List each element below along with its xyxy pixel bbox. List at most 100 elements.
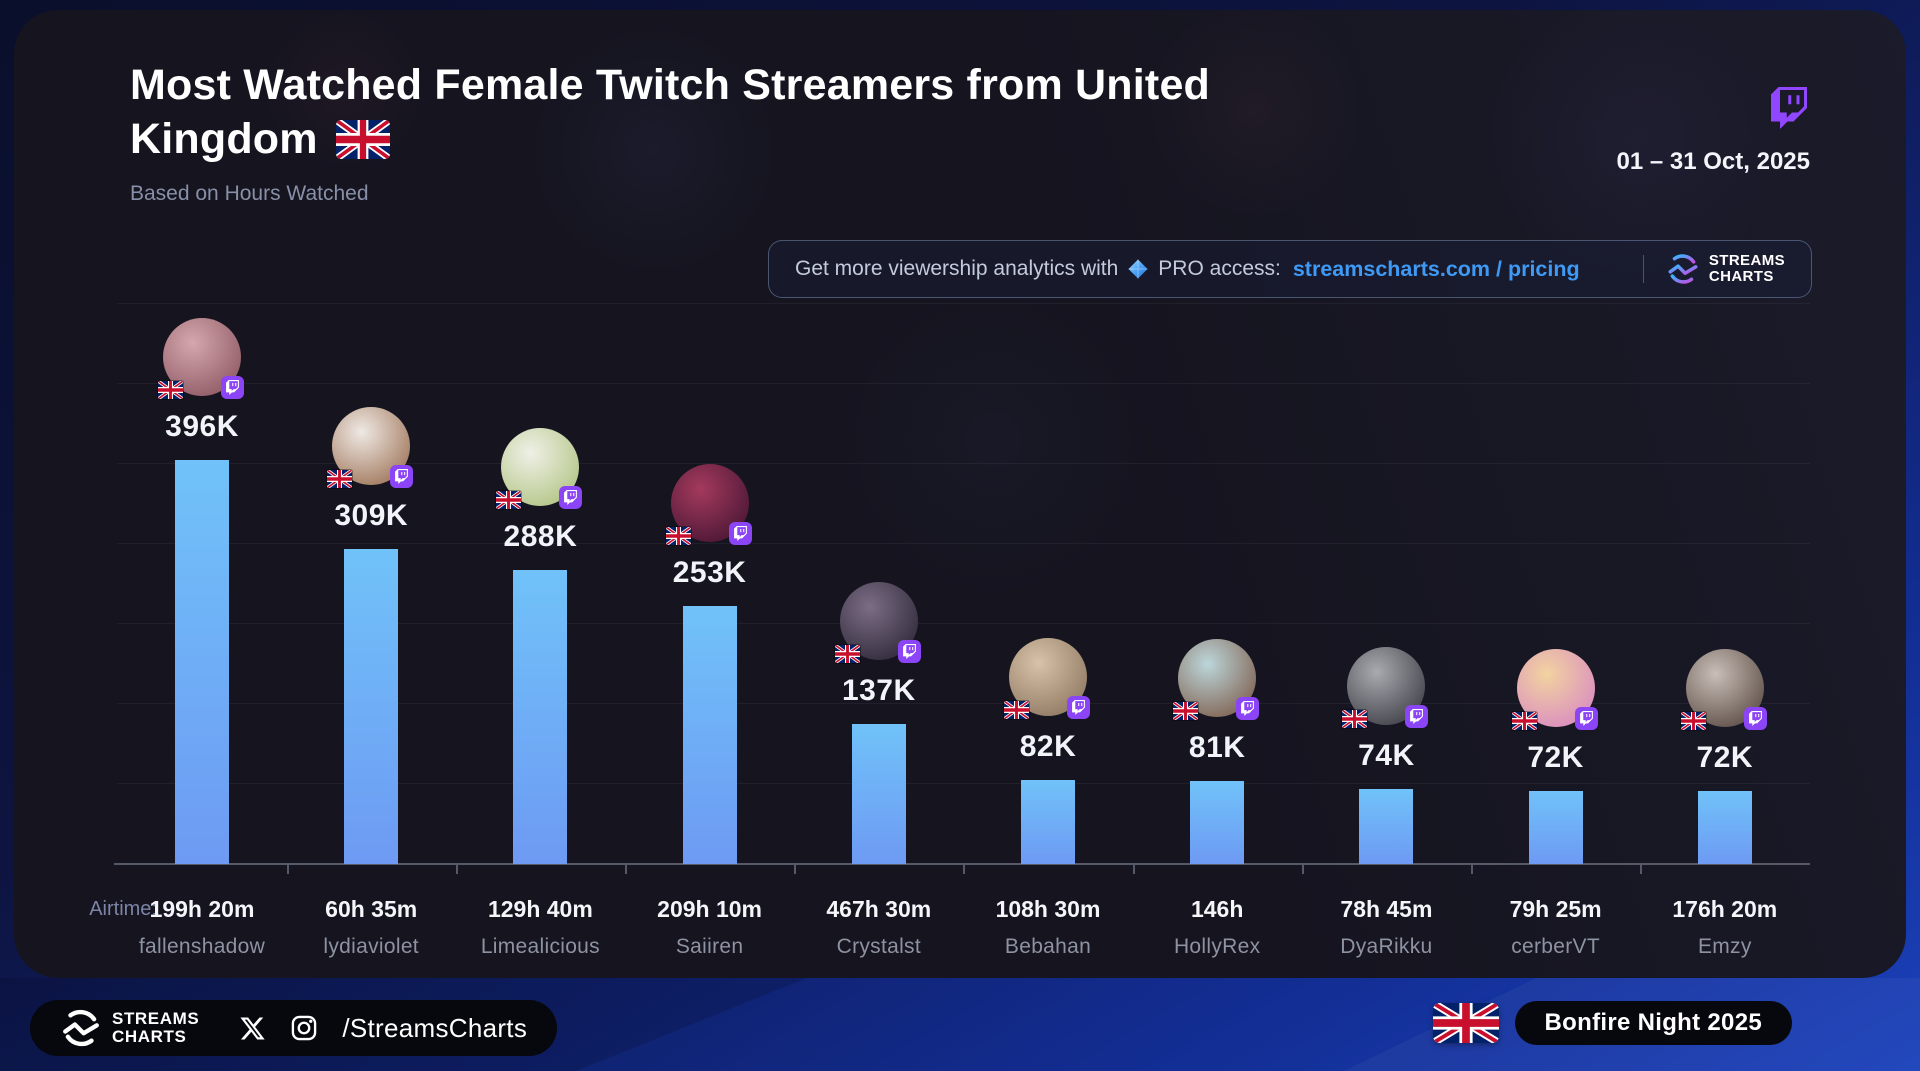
avatar (1173, 637, 1260, 720)
streamer-name: cerberVT (1511, 935, 1600, 958)
bar (1021, 780, 1075, 864)
avatar (834, 580, 921, 663)
footer-brand-pill: STREAMS CHARTS /StreamsCharts (30, 1000, 558, 1056)
main-card: Most Watched Female Twitch Streamers fro… (14, 10, 1906, 978)
axis-tick (1301, 865, 1304, 874)
bar (175, 460, 229, 864)
uk-flag-icon (1511, 712, 1537, 730)
x-axis (114, 863, 1810, 865)
twitch-icon (559, 486, 583, 509)
instagram-icon[interactable] (290, 1014, 318, 1042)
axis-tick (455, 865, 458, 874)
avatar (496, 426, 583, 509)
airtime-value: 129h 40m (487, 896, 593, 922)
twitch-icon (897, 640, 921, 663)
streamer-name: HollyRex (1173, 935, 1261, 958)
uk-flag-icon (327, 470, 353, 488)
axis-tick (963, 865, 966, 874)
airtime-value: 209h 10m (657, 896, 763, 922)
streamer-name: Saiiren (675, 935, 744, 958)
footer-event: Bonfire Night 2025 (1432, 1001, 1792, 1045)
x-twitter-icon[interactable] (239, 1015, 266, 1042)
streamer-name: Limealicious (480, 935, 600, 958)
streamer-column: 309K (287, 405, 455, 864)
airtime-value: 146h (1190, 896, 1244, 922)
gridline (117, 783, 1810, 784)
hours-watched-value: 72K (1696, 741, 1754, 774)
streamer-column: 82K (964, 636, 1132, 864)
avatar (158, 316, 244, 399)
airtime-value: 78h 45m (1340, 896, 1433, 922)
streams-charts-logo-icon (1666, 252, 1700, 286)
title-line-2: Kingdom (130, 115, 318, 163)
brand-line-1: STREAMS (112, 1009, 200, 1028)
uk-flag-icon (834, 645, 860, 663)
bar (1528, 791, 1583, 864)
streamer-name: DyaRikku (1340, 935, 1433, 958)
bar (1697, 791, 1752, 864)
streamer-column: 396K (118, 316, 286, 864)
twitch-icon (1574, 707, 1598, 730)
avatar (327, 405, 414, 488)
uk-flag-icon (158, 381, 183, 399)
subtitle: Based on Hours Watched (130, 182, 369, 205)
gridline (117, 543, 1810, 544)
bar (682, 606, 737, 864)
page-title: Most Watched Female Twitch Streamers fro… (130, 58, 1210, 166)
brand-line-1: STREAMS (1708, 252, 1785, 269)
axis-tick (1132, 865, 1135, 874)
streamer-name: lydiaviolet (323, 935, 419, 958)
bar (851, 724, 906, 864)
hours-watched-value: 309K (334, 499, 409, 532)
gridline (117, 623, 1810, 624)
footer: STREAMS CHARTS /StreamsCharts Bonfire Ni… (0, 978, 1920, 1071)
title-line-1: Most Watched Female Twitch Streamers fro… (130, 61, 1211, 109)
airtime-value: 108h 30m (995, 896, 1101, 922)
axis-tick (286, 865, 289, 874)
social-handle[interactable]: /StreamsCharts (342, 1012, 528, 1043)
promo-banner: Get more viewership analytics with PRO a… (768, 240, 1812, 298)
gridline (117, 303, 1810, 304)
uk-flag-icon (496, 491, 522, 509)
gridline (117, 463, 1810, 464)
axis-tick (1640, 865, 1643, 874)
hours-watched-value: 288K (503, 520, 578, 553)
axis-tick (1471, 865, 1473, 874)
promo-text-after: PRO access: (1158, 257, 1281, 280)
streams-charts-logo-icon (60, 1007, 102, 1049)
streamer-column: 253K (626, 462, 794, 864)
streamer-column: 72K (1472, 647, 1640, 864)
event-badge: Bonfire Night 2025 (1514, 1001, 1792, 1045)
uk-flag-icon (335, 120, 390, 159)
bar-chart: 396K Airtime: 199h 20m fallenshadow 309K … (14, 10, 1906, 978)
bar (344, 549, 399, 864)
bar (1190, 781, 1245, 864)
axis-tick (625, 865, 627, 874)
date-range: 01 – 31 Oct, 2025 (1616, 148, 1810, 175)
streamer-column: 81K (1133, 637, 1301, 864)
uk-flag-icon (1342, 710, 1368, 728)
brand-line-2: CHARTS (1708, 268, 1774, 285)
airtime-value: 467h 30m (826, 896, 932, 922)
twitch-icon (1743, 707, 1767, 730)
pricing-link[interactable]: streamscharts.com / pricing (1292, 256, 1580, 281)
uk-flag-icon (665, 527, 691, 545)
twitch-icon (728, 522, 752, 545)
airtime-value: Airtime: 199h 20m (89, 896, 255, 922)
twitch-icon (1236, 697, 1260, 720)
airtime-value: 176h 20m (1672, 896, 1778, 922)
streamer-name: Emzy (1697, 935, 1752, 958)
avatar (665, 462, 752, 545)
hours-watched-value: 74K (1358, 739, 1415, 772)
streams-charts-wordmark: STREAMS CHARTS (1709, 253, 1785, 285)
divider (1642, 255, 1644, 283)
hours-watched-value: 253K (672, 556, 747, 589)
streamer-column: 72K (1641, 647, 1809, 864)
promo-text-before: Get more viewership analytics with (795, 257, 1119, 280)
streamer-name: fallenshadow (138, 935, 266, 958)
hours-watched-value: 82K (1019, 730, 1077, 763)
avatar (1680, 647, 1767, 730)
axis-tick (794, 865, 797, 874)
uk-flag-icon (1004, 701, 1029, 719)
gridline (117, 383, 1810, 384)
